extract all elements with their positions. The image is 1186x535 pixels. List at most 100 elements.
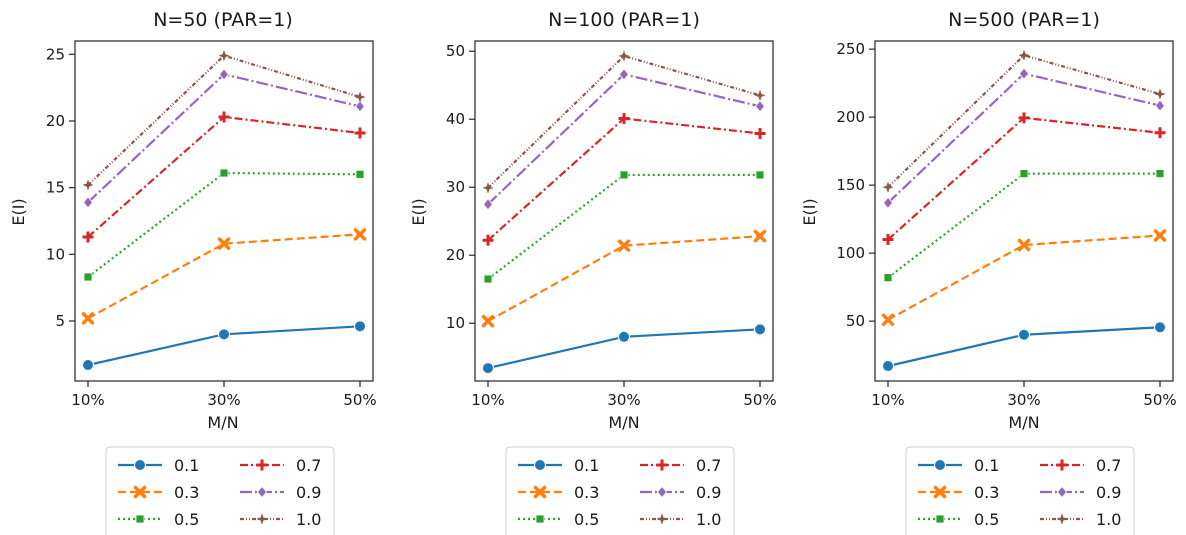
series-0-1 (82, 320, 366, 371)
data-point (883, 273, 893, 283)
y-tick-label: 150 (836, 176, 865, 194)
data-point (882, 360, 894, 373)
data-point (618, 330, 630, 343)
data-point (218, 49, 230, 62)
data-point (1019, 169, 1029, 179)
x-tick-label: 50% (343, 391, 376, 409)
series-0-3 (81, 228, 367, 325)
data-point (83, 272, 93, 282)
legend-item: 0.1 (518, 456, 599, 475)
legend-marker (135, 514, 145, 524)
x-tick-label: 30% (1007, 391, 1040, 409)
data-point (483, 274, 493, 284)
data-point (1153, 229, 1167, 242)
legend-marker (935, 514, 945, 524)
legend-marker (933, 485, 947, 499)
legend: 0.1 0.3 0.5 0.7 0.9 1.0 (105, 446, 335, 535)
y-tick-label: 30 (446, 178, 465, 196)
data-point (354, 91, 366, 103)
data-point (82, 179, 94, 191)
legend-box (505, 446, 735, 535)
legend-label: 0.5 (974, 510, 999, 529)
x-axis-label: M/N (1008, 413, 1039, 432)
legend-item: 0.5 (518, 510, 599, 529)
data-point (753, 229, 767, 243)
legend: 0.1 0.3 0.5 0.7 0.9 1.0 (505, 446, 735, 535)
series-0-9 (882, 67, 1166, 209)
series-line (487, 235, 761, 323)
y-axis-label: E(I) (9, 198, 28, 225)
x-tick-label: 50% (1143, 391, 1176, 409)
legend-label: 0.1 (974, 456, 999, 475)
series-line (87, 233, 361, 320)
data-point (882, 196, 894, 209)
legend-label: 1.0 (696, 510, 721, 529)
series-1-0 (82, 49, 366, 191)
legend-marker (534, 459, 546, 471)
y-tick-label: 10 (446, 314, 465, 332)
y-axis-label: E(I) (409, 198, 428, 225)
data-point (754, 127, 766, 139)
series-0-5 (83, 168, 365, 282)
legend-label: 0.1 (174, 456, 199, 475)
legend-marker (656, 485, 668, 499)
y-tick-label: 200 (836, 108, 865, 126)
series-0-7 (82, 111, 366, 243)
x-tick-label: 30% (207, 391, 240, 409)
data-point (355, 169, 365, 179)
series-0-3 (481, 229, 767, 328)
series-0-7 (882, 112, 1166, 246)
chart-panel-n100: N=100 (PAR=1) M/N E(I) 10 20 30 40 50 10% 30% 5… (409, 9, 777, 535)
data-point (353, 228, 367, 241)
x-tick-label: 30% (607, 391, 640, 409)
chart-panel-n50: N=50 (PAR=1) M/N E(I) 5 10 15 20 25 10% 30% 50%… (9, 9, 377, 535)
y-tick-label: 20 (46, 112, 65, 130)
legend-marker (134, 459, 146, 471)
data-point (482, 362, 494, 375)
series-1-0 (882, 49, 1166, 193)
data-point (82, 196, 94, 209)
x-tick-label: 10% (71, 391, 104, 409)
data-point (754, 89, 766, 102)
data-point (81, 312, 95, 325)
data-point (482, 234, 494, 246)
legend-marker (656, 513, 668, 525)
legend-item: 0.7 (640, 456, 721, 475)
data-point (482, 182, 494, 194)
chart-title: N=500 (PAR=1) (948, 9, 1100, 31)
y-tick-label: 20 (446, 246, 465, 264)
legend-item: 0.7 (1040, 456, 1121, 475)
x-axis-label: M/N (207, 413, 238, 432)
y-tick-label: 250 (836, 40, 865, 58)
chart-title: N=100 (PAR=1) (548, 9, 700, 31)
data-point (618, 50, 630, 62)
chart-title: N=50 (PAR=1) (153, 9, 293, 31)
series-line (887, 172, 1160, 279)
data-point (354, 320, 366, 333)
data-point (218, 328, 230, 341)
data-point (82, 231, 94, 243)
legend-item: 0.3 (918, 483, 999, 502)
data-point (1018, 112, 1030, 124)
legend-item: 0.5 (918, 510, 999, 529)
data-point (1018, 49, 1030, 62)
legend-marker (256, 485, 268, 499)
y-tick-label: 100 (836, 244, 865, 262)
legend-marker (256, 513, 268, 525)
y-tick-label: 50 (446, 42, 465, 60)
series-0-1 (882, 321, 1166, 373)
data-point (82, 359, 94, 371)
data-point (882, 234, 894, 246)
legend-marker (133, 485, 147, 499)
legend-marker (533, 485, 547, 499)
data-point (619, 170, 629, 180)
legend-item: 0.3 (118, 483, 199, 502)
data-point (618, 113, 630, 125)
legend: 0.1 0.3 0.5 0.7 0.9 1.0 (905, 446, 1135, 535)
legend-marker (1056, 485, 1068, 499)
y-tick-label: 10 (46, 245, 65, 263)
legend-item: 0.1 (118, 456, 199, 475)
legend-item: 0.9 (640, 483, 721, 502)
data-point (1017, 238, 1031, 252)
